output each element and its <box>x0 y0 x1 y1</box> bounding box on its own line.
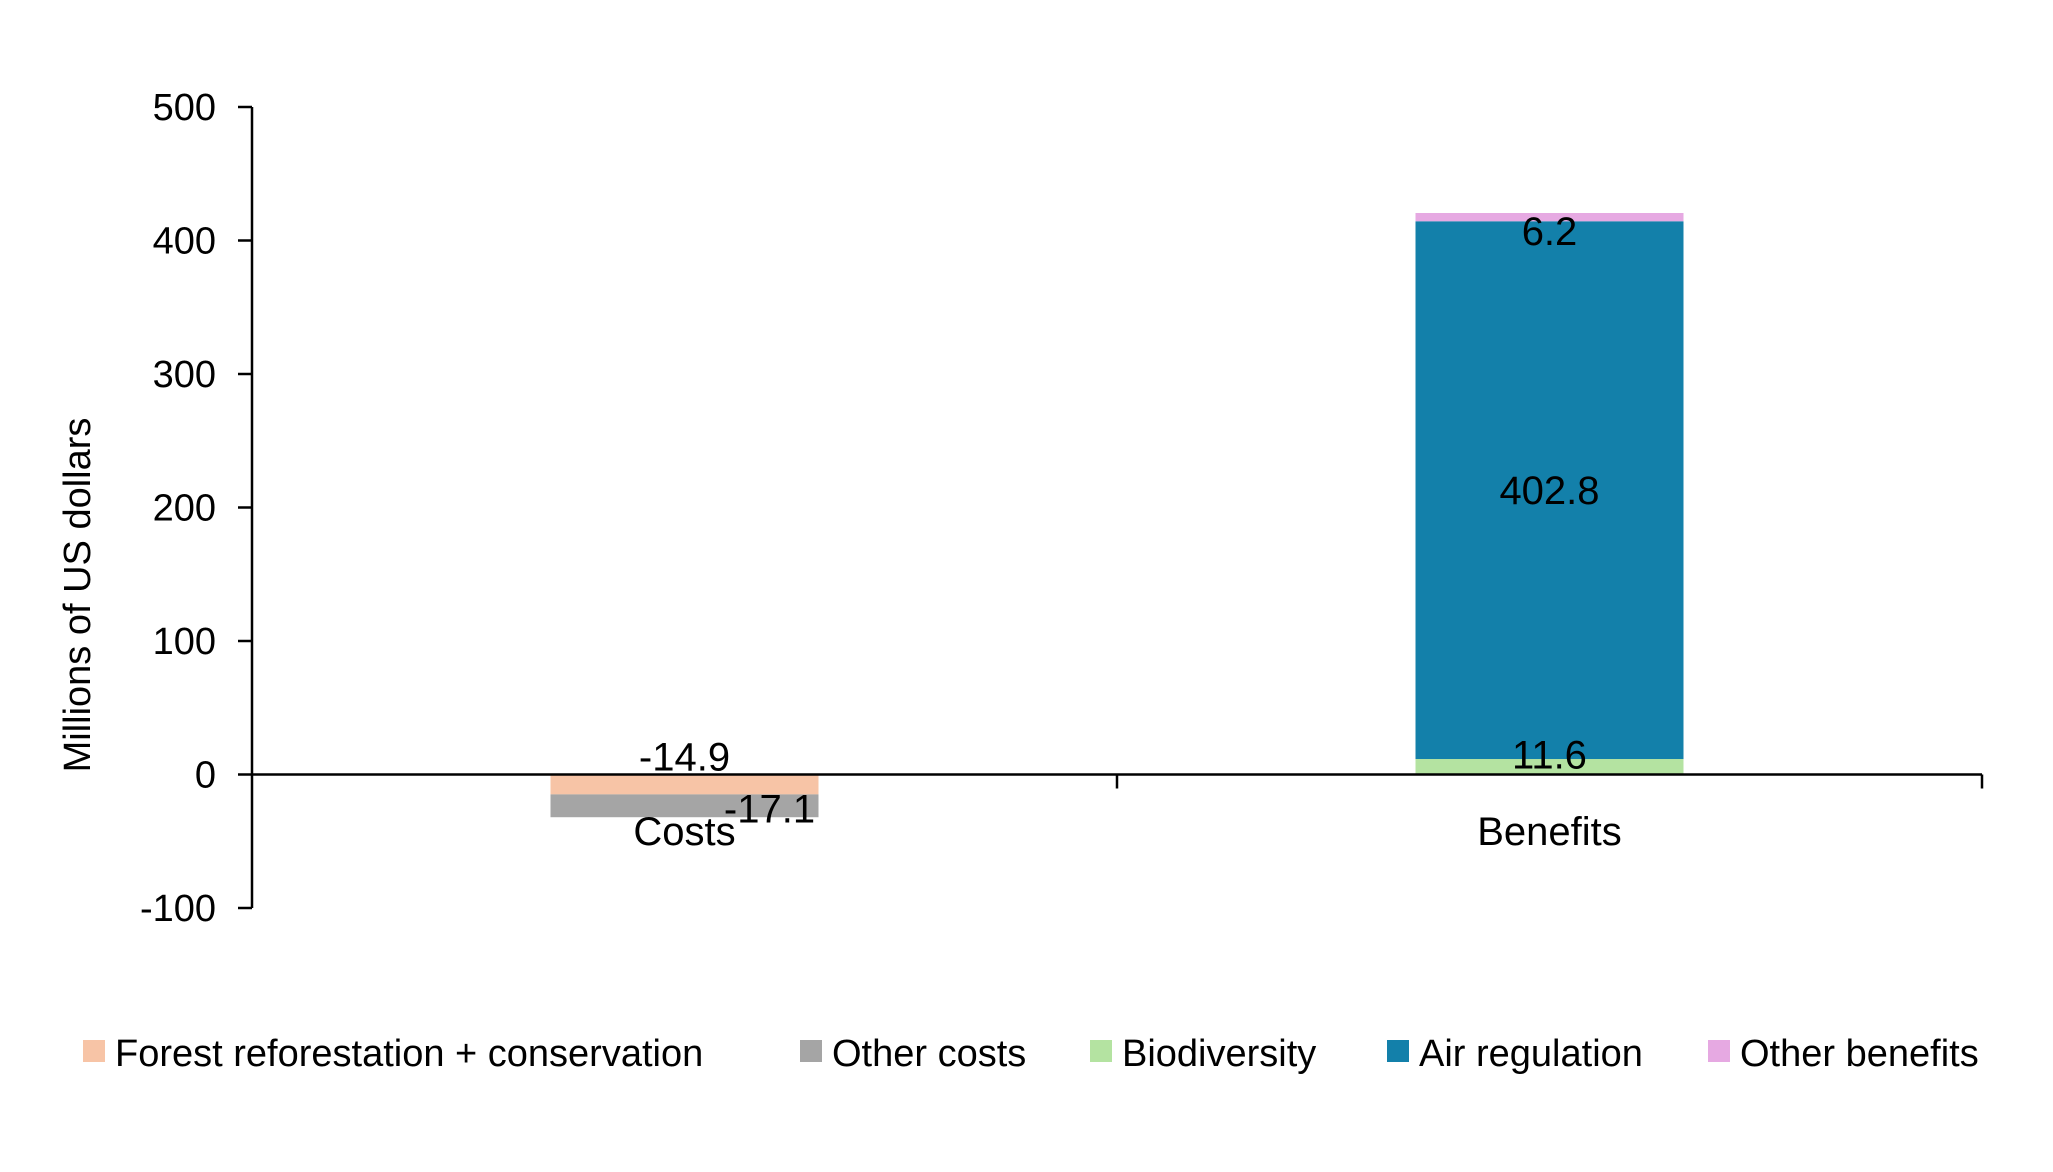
bar-benefits-3 <box>1415 221 1684 760</box>
bar-benefits-4 <box>1415 212 1684 222</box>
legend-label: Other costs <box>832 1033 1026 1075</box>
legend-label: Forest reforestation + conservation <box>115 1033 703 1075</box>
legend-swatch <box>1387 1040 1409 1062</box>
legend-swatch <box>83 1040 105 1062</box>
data-label: 402.8 <box>1499 469 1599 513</box>
legend-swatch <box>1708 1040 1730 1062</box>
bar-costs-1 <box>550 794 819 818</box>
y-tick-label: 500 <box>153 87 216 129</box>
y-tick-label: 0 <box>195 755 216 797</box>
y-tick-label: 100 <box>153 621 216 663</box>
category-label-costs: Costs <box>633 810 735 854</box>
y-tick-label: 200 <box>153 488 216 530</box>
plot-area: 500 400 300 200 100 0 -100 Costs Benefits -14.9 -1… <box>140 87 1984 930</box>
bar-benefits-2 <box>1415 759 1684 775</box>
y-tick-label: 400 <box>153 221 216 263</box>
legend-label: Biodiversity <box>1122 1033 1316 1075</box>
data-label: -17.1 <box>724 788 815 832</box>
y-axis-title: Millions of US dollars <box>57 418 99 773</box>
legend-label: Other benefits <box>1740 1033 1979 1075</box>
y-tick-label: 300 <box>153 354 216 396</box>
bar-costs-0 <box>550 774 819 795</box>
data-label: 6.2 <box>1522 210 1578 254</box>
legend-swatch <box>800 1040 822 1062</box>
legend-label: Air regulation <box>1419 1033 1643 1075</box>
y-tick-label: -100 <box>140 888 216 930</box>
legend: Forest reforestation + conservation Other… <box>83 1033 1979 1075</box>
data-label: -14.9 <box>639 736 730 780</box>
category-label-benefits: Benefits <box>1477 810 1622 854</box>
legend-swatch <box>1090 1040 1112 1062</box>
data-label: 11.6 <box>1512 734 1587 778</box>
